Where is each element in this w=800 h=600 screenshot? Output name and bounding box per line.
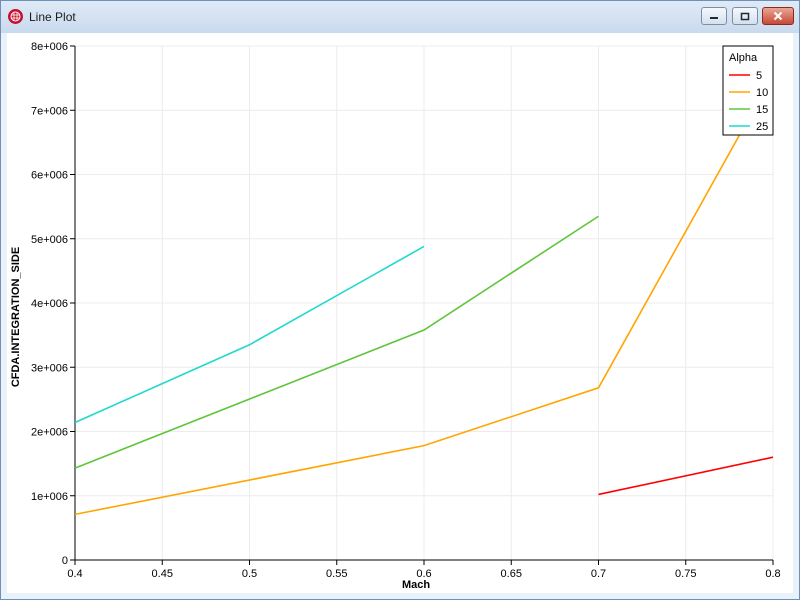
x-tick-label: 0.7 [591, 568, 606, 580]
y-tick-label: 4e+006 [31, 298, 68, 310]
x-tick-label: 0.75 [675, 568, 696, 580]
x-tick-label: 0.65 [501, 568, 522, 580]
minimize-icon [710, 17, 718, 19]
x-tick-label: 0.45 [152, 568, 173, 580]
x-tick-label: 0.4 [67, 568, 82, 580]
legend-label-5: 5 [756, 70, 762, 82]
plot-area[interactable]: 0.4 0.45 0.5 0.55 0.6 0.65 0.7 0.75 0.8 0 1e+006 2e… [7, 33, 793, 593]
x-axis-title: Mach [402, 579, 430, 591]
y-tick-label: 7e+006 [31, 105, 68, 117]
x-tick-label: 0.55 [326, 568, 347, 580]
legend-title: Alpha [729, 52, 758, 64]
title-bar[interactable]: Line Plot [1, 1, 799, 33]
legend-label-25: 25 [756, 121, 768, 133]
maximize-button[interactable] [732, 7, 758, 25]
y-tick-label: 0 [62, 555, 68, 567]
series-line-alpha-5[interactable] [598, 456, 774, 496]
window-title: Line Plot [29, 10, 76, 24]
y-tick-label: 6e+006 [31, 170, 68, 182]
legend-label-10: 10 [756, 87, 768, 99]
y-tick-label: 5e+006 [31, 234, 68, 246]
series-line-alpha-15[interactable] [74, 215, 599, 469]
close-button[interactable] [762, 7, 794, 25]
series-line-alpha-25[interactable] [74, 245, 425, 424]
legend-label-15: 15 [756, 104, 768, 116]
legend-box [722, 45, 774, 136]
y-tick-label: 1e+006 [31, 491, 68, 503]
x-tick-label: 0.8 [765, 568, 780, 580]
y-tick-label: 8e+006 [31, 41, 68, 53]
maximize-icon [740, 12, 750, 20]
minimize-button[interactable] [701, 7, 727, 25]
grid-globe-icon [8, 9, 23, 24]
series-line-alpha-10[interactable] [74, 74, 774, 516]
x-tick-label: 0.6 [416, 568, 431, 580]
line-chart[interactable]: 0.4 0.45 0.5 0.55 0.6 0.65 0.7 0.75 0.8 0 1e+006 2e… [7, 33, 793, 593]
y-tick-label: 2e+006 [31, 427, 68, 439]
y-axis-title: CFDA.INTEGRATION_SIDE [10, 247, 22, 387]
y-tick-label: 3e+006 [31, 362, 68, 374]
x-tick-label: 0.5 [242, 568, 257, 580]
close-icon [773, 11, 783, 21]
